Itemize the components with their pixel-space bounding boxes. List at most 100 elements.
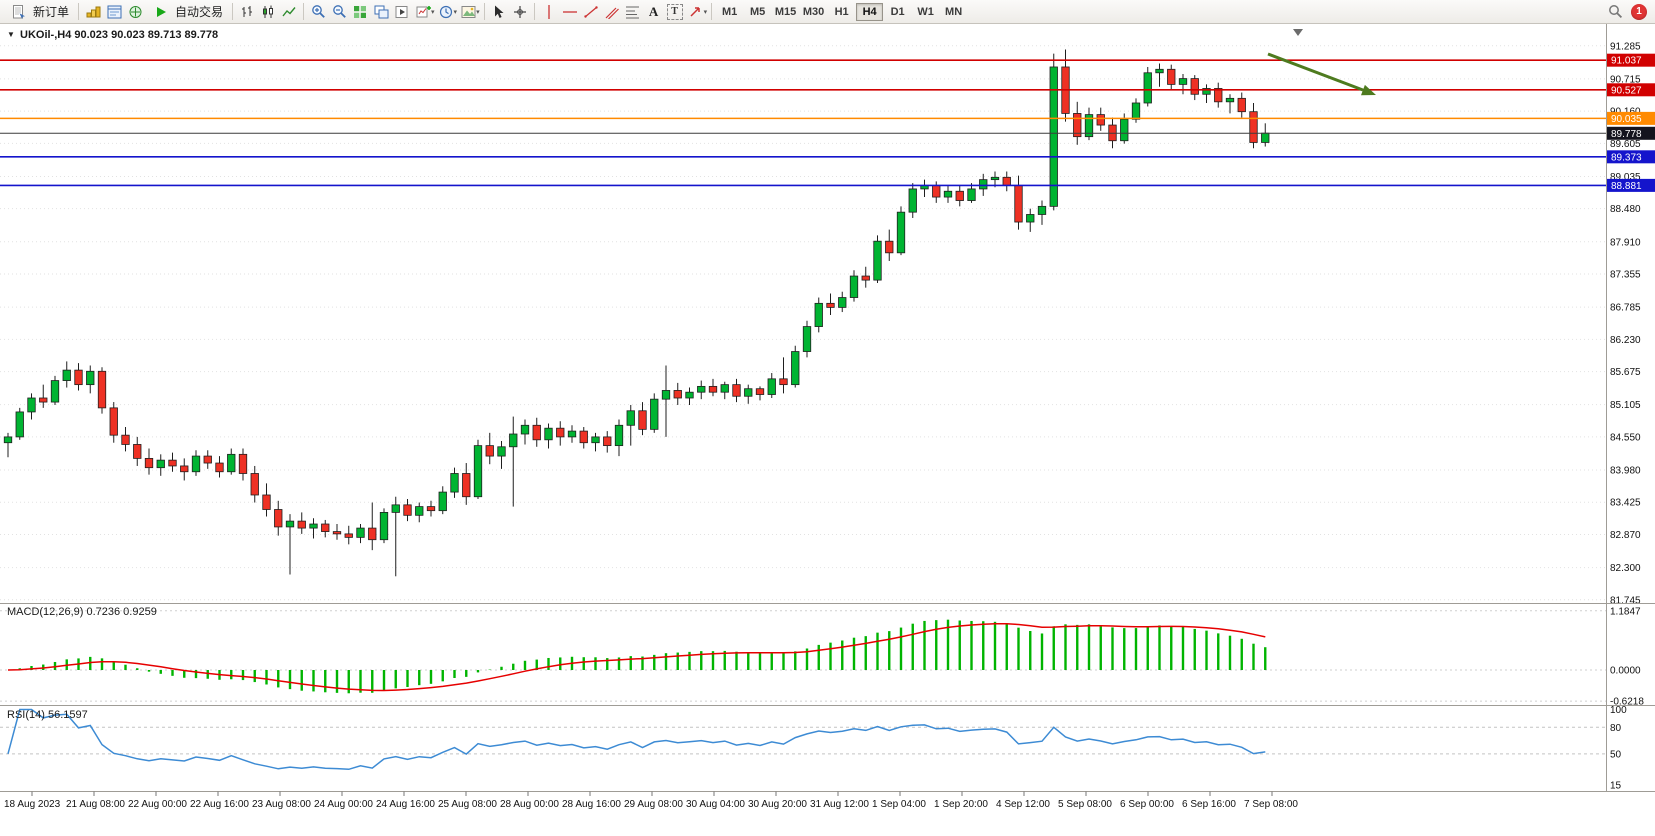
price-axis-label: 83.980	[1610, 466, 1641, 477]
candle	[744, 384, 753, 404]
horizontal-line-icon[interactable]	[560, 2, 580, 22]
time-axis-label: 30 Aug 20:00	[748, 799, 807, 810]
line-chart-icon[interactable]	[279, 2, 299, 22]
time-axis-label: 22 Aug 16:00	[190, 799, 249, 810]
navigator-icon[interactable]	[125, 2, 145, 22]
candle	[838, 291, 847, 313]
price-tag: 90.527	[1607, 83, 1655, 97]
timeframe-mn-button[interactable]: MN	[945, 5, 963, 18]
candle	[133, 436, 142, 466]
chart-canvas[interactable]: 91.28590.71590.16089.60589.03588.48087.9…	[0, 24, 1655, 836]
timeframe-m30-button[interactable]: M30	[802, 5, 825, 18]
macd-axis-label: 0.0000	[1610, 666, 1641, 677]
macd-indicator-label: MACD(12,26,9) 0.7236 0.9259	[7, 606, 157, 618]
candle	[791, 345, 800, 388]
candle	[203, 450, 212, 469]
timeframe-m15-button[interactable]: M15	[774, 5, 797, 18]
candle	[1073, 101, 1082, 145]
candle	[215, 456, 224, 478]
new-order-button[interactable]: 新订单	[4, 2, 74, 22]
search-icon[interactable]	[1605, 2, 1625, 22]
candle	[1249, 102, 1258, 149]
toolbar-separator	[483, 3, 485, 20]
periods-icon[interactable]	[436, 2, 456, 22]
arrows-icon[interactable]	[686, 2, 706, 22]
macd-axis-label: 1.1847	[1610, 606, 1641, 617]
candle	[661, 365, 671, 437]
zoom-in-icon[interactable]	[308, 2, 328, 22]
time-axis-label: 30 Aug 04:00	[686, 799, 745, 810]
candle	[426, 500, 436, 517]
timeframe-w1-button[interactable]: W1	[917, 5, 934, 18]
price-axis-label: 86.785	[1610, 303, 1641, 314]
candle	[1214, 82, 1223, 108]
price-axis-label: 82.300	[1610, 563, 1641, 574]
templates-icon[interactable]	[458, 2, 478, 22]
text-label-icon[interactable]: T	[665, 2, 685, 22]
data-window-icon[interactable]	[104, 2, 124, 22]
notification-badge[interactable]: 1	[1631, 3, 1647, 20]
candle	[673, 382, 682, 405]
svg-text:91.037: 91.037	[1611, 56, 1642, 67]
chart-shift-marker[interactable]	[1293, 29, 1303, 36]
candle	[168, 452, 177, 472]
templates-caret-icon[interactable]: ▾	[476, 8, 480, 16]
candle	[74, 363, 83, 391]
candle	[86, 365, 95, 394]
timeframe-m5-button[interactable]: M5	[749, 5, 766, 18]
tile-windows-icon[interactable]	[350, 2, 370, 22]
one-click-trading-toggle-icon[interactable]: ▼	[7, 30, 15, 39]
new-chart-icon[interactable]	[413, 2, 433, 22]
price-axis-label: 84.550	[1610, 432, 1641, 443]
time-axis-label: 22 Aug 00:00	[128, 799, 187, 810]
timeframe-m1-button[interactable]: M1	[721, 5, 738, 18]
candle	[274, 500, 283, 536]
vertical-line-icon[interactable]	[539, 2, 559, 22]
text-label-glyph: T	[666, 3, 683, 20]
timeframe-d1-button[interactable]: D1	[890, 5, 905, 18]
trendline-icon[interactable]	[581, 2, 601, 22]
candle	[849, 270, 859, 302]
price-axis-label: 83.425	[1610, 498, 1641, 509]
periods-caret-icon[interactable]: ▾	[453, 8, 458, 16]
fibonacci-icon[interactable]	[623, 2, 643, 22]
price-axis-label: 88.480	[1610, 204, 1641, 215]
autotrading-label: 自动交易	[175, 5, 224, 19]
time-axis-label: 18 Aug 2023	[4, 799, 61, 810]
cascade-windows-icon[interactable]	[371, 2, 391, 22]
candlestick-icon[interactable]	[258, 2, 278, 22]
text-icon[interactable]: A	[644, 2, 664, 22]
candle	[861, 266, 870, 288]
candle	[485, 432, 494, 465]
crosshair-icon[interactable]	[510, 2, 530, 22]
zoom-out-icon[interactable]	[329, 2, 349, 22]
toolbar-separator	[78, 3, 80, 20]
candle	[591, 432, 600, 452]
bar-chart-icon[interactable]	[237, 2, 257, 22]
autotrading-button[interactable]: 自动交易	[146, 2, 228, 22]
candle	[802, 320, 812, 358]
candle	[144, 448, 154, 475]
arrows-caret-icon[interactable]: ▾	[703, 8, 708, 16]
candle	[873, 235, 882, 284]
price-tag: 90.035	[1607, 111, 1655, 125]
time-axis-label: 1 Sep 04:00	[872, 799, 926, 810]
new-chart-caret-icon[interactable]: ▾	[431, 8, 435, 16]
time-axis-label: 31 Aug 12:00	[810, 799, 869, 810]
timeframe-h1-button[interactable]: H1	[834, 5, 849, 18]
candle	[497, 440, 506, 469]
timeframe-h4-button[interactable]: H4	[856, 2, 884, 21]
chart-forward-icon[interactable]	[392, 2, 412, 22]
cursor-icon[interactable]	[489, 2, 509, 22]
channel-icon[interactable]	[602, 2, 622, 22]
candle	[356, 524, 365, 544]
candle	[638, 402, 647, 436]
candle	[1225, 94, 1235, 114]
market-watch-icon[interactable]	[83, 2, 103, 22]
candle	[1202, 84, 1211, 103]
candle	[532, 417, 541, 447]
candle	[473, 439, 483, 500]
candle	[1167, 64, 1176, 91]
arrow-annotation[interactable]	[1267, 52, 1376, 96]
